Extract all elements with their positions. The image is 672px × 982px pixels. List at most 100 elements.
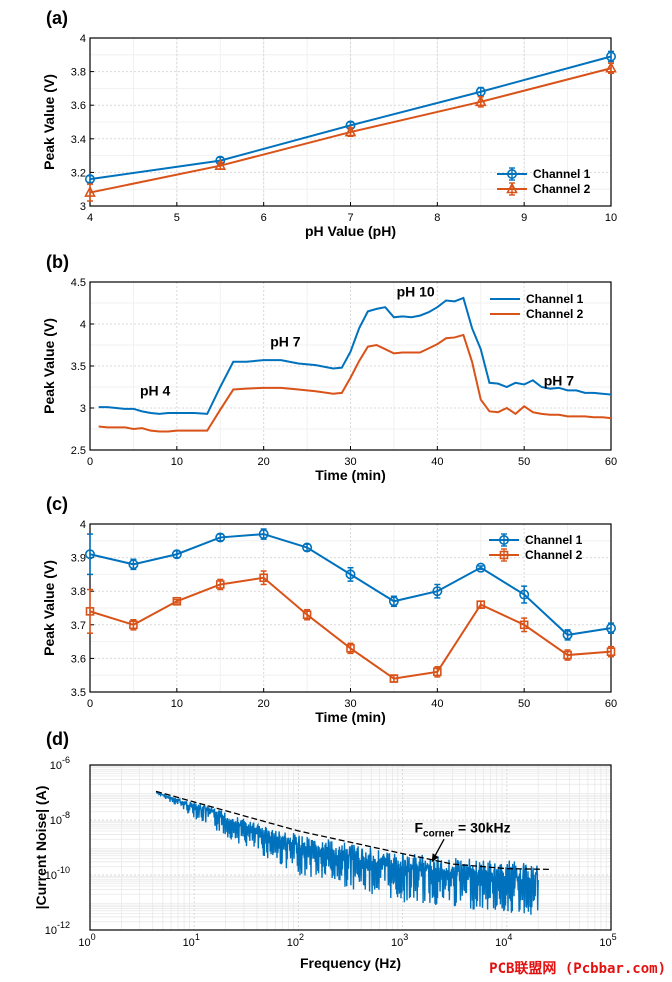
tick-exponent: 1 <box>195 932 200 942</box>
data-point-channel-2 <box>172 596 182 606</box>
x-axis-label: Time (min) <box>315 709 386 725</box>
annotation-label: pH 7 <box>270 334 301 350</box>
data-point-channel-2 <box>346 644 355 653</box>
x-tick-label: 0 <box>87 456 93 468</box>
x-tick-label: 50 <box>518 456 530 468</box>
plot-border <box>89 281 612 451</box>
annotation-sub: corner <box>423 829 454 840</box>
y-tick-label: 4.5 <box>71 277 86 289</box>
x-tick-label: 0 <box>87 698 93 710</box>
y-tick-label: 10-6 <box>50 755 70 772</box>
x-axis-label: pH Value (pH) <box>305 223 396 239</box>
tick-exponent: 3 <box>403 932 408 942</box>
data-point-channel-1 <box>562 629 573 640</box>
data-point-channel-1 <box>432 586 443 597</box>
x-tick-label: 50 <box>518 698 530 710</box>
legend-label: Channel 1 <box>525 533 583 547</box>
tick-exponent: -6 <box>62 755 70 765</box>
data-point-channel-2 <box>215 580 225 589</box>
data-point-channel-1 <box>128 559 139 570</box>
data-point-channel-2 <box>474 95 487 107</box>
panel-label-a: (a) <box>46 8 68 28</box>
x-tick-label: 7 <box>347 212 353 224</box>
y-tick-label: 3.5 <box>71 687 86 699</box>
x-axis-label: Frequency (Hz) <box>300 955 401 971</box>
data-point-channel-1 <box>605 623 616 634</box>
x-tick-label: 9 <box>521 212 527 224</box>
data-point-channel-1 <box>388 596 399 607</box>
data-point-channel-1 <box>302 542 313 553</box>
x-tick-label: 103 <box>391 932 408 949</box>
annotation-label: pH 7 <box>544 372 575 388</box>
data-point-channel-2 <box>433 667 442 677</box>
x-tick-label: 20 <box>258 698 270 710</box>
data-point-channel-1 <box>258 529 269 540</box>
legend-label: Channel 2 <box>533 182 591 196</box>
x-tick-label: 102 <box>287 932 304 949</box>
data-point-channel-2 <box>302 610 312 620</box>
annotation-arrow <box>433 838 445 859</box>
legend-label: Channel 2 <box>525 548 583 562</box>
x-tick-label: 60 <box>605 698 617 710</box>
data-point-channel-1 <box>171 549 182 560</box>
data-point-channel-1 <box>345 569 356 580</box>
x-tick-label: 10 <box>171 456 183 468</box>
legend-label: Channel 1 <box>526 292 584 306</box>
x-tick-label: 30 <box>344 456 356 468</box>
x-tick-label: 101 <box>183 932 200 949</box>
x-tick-label: 40 <box>431 698 443 710</box>
x-tick-label: 8 <box>434 212 440 224</box>
y-tick-label: 10-12 <box>45 920 70 937</box>
x-tick-label: 40 <box>431 456 443 468</box>
data-point-channel-2 <box>605 61 617 73</box>
corner-frequency-label: Fcorner = 30kHz <box>414 820 510 840</box>
data-point-channel-1 <box>85 549 96 560</box>
data-point-channel-2 <box>606 647 616 656</box>
y-tick-label: 4 <box>80 33 86 45</box>
tick-exponent: 4 <box>507 932 512 942</box>
data-point-channel-2 <box>259 573 268 583</box>
data-point-channel-2 <box>563 650 572 660</box>
y-tick-label: 3.5 <box>71 361 86 373</box>
series-line-channel-1 <box>98 296 612 415</box>
tick-exponent: 0 <box>91 932 96 942</box>
data-point-channel-2 <box>389 674 399 683</box>
x-tick-label: 30 <box>344 698 356 710</box>
annotation-main: F <box>414 820 423 836</box>
y-tick-label: 4 <box>80 319 86 331</box>
y-tick-label: 3.9 <box>71 553 86 565</box>
series-line-channel-2 <box>98 333 612 433</box>
data-point-channel-2 <box>519 620 529 630</box>
tick-exponent: -10 <box>57 865 70 875</box>
x-tick-label: 20 <box>258 456 270 468</box>
data-point-channel-2 <box>476 600 486 609</box>
y-tick-label: 4 <box>80 519 86 531</box>
chart-panel-b: 0 10 20 30 40 50 60 2.5 3 3.5 4 4.5 Time (min) Peak V… <box>41 277 617 483</box>
legend-label: Channel 1 <box>533 167 591 181</box>
watermark-text: PCB联盟网 (Pcbbar.com) <box>489 961 666 977</box>
x-tick-label: 60 <box>605 456 617 468</box>
x-axis-label: Time (min) <box>315 467 386 483</box>
annotation-label: pH 4 <box>140 382 171 398</box>
plot-border <box>89 764 612 931</box>
y-tick-label: 3 <box>80 201 86 213</box>
panel-label-c: (c) <box>46 494 68 514</box>
legend-label: Channel 2 <box>526 307 584 321</box>
y-tick-label: 3.6 <box>71 653 86 665</box>
data-point-channel-1 <box>215 532 226 543</box>
data-point-channel-1 <box>605 51 616 62</box>
x-tick-label: 4 <box>87 212 93 224</box>
panel-label-d: (d) <box>46 729 69 749</box>
data-point-channel-2 <box>84 185 96 197</box>
y-tick-label: 3.2 <box>71 167 86 179</box>
x-tick-label: 5 <box>174 212 180 224</box>
annotation-label: pH 10 <box>397 283 435 299</box>
chart-panel-c: 0 10 20 30 40 50 60 3.5 3.6 3.7 3.8 3.9 4 Time (min) P… <box>41 519 617 725</box>
x-tick-label: 100 <box>78 932 95 949</box>
data-point-channel-1 <box>519 589 530 600</box>
data-point-channel-1 <box>85 174 96 185</box>
data-point-channel-1 <box>475 562 486 573</box>
y-tick-label: 3.6 <box>71 100 86 112</box>
data-point-channel-2 <box>129 620 138 630</box>
